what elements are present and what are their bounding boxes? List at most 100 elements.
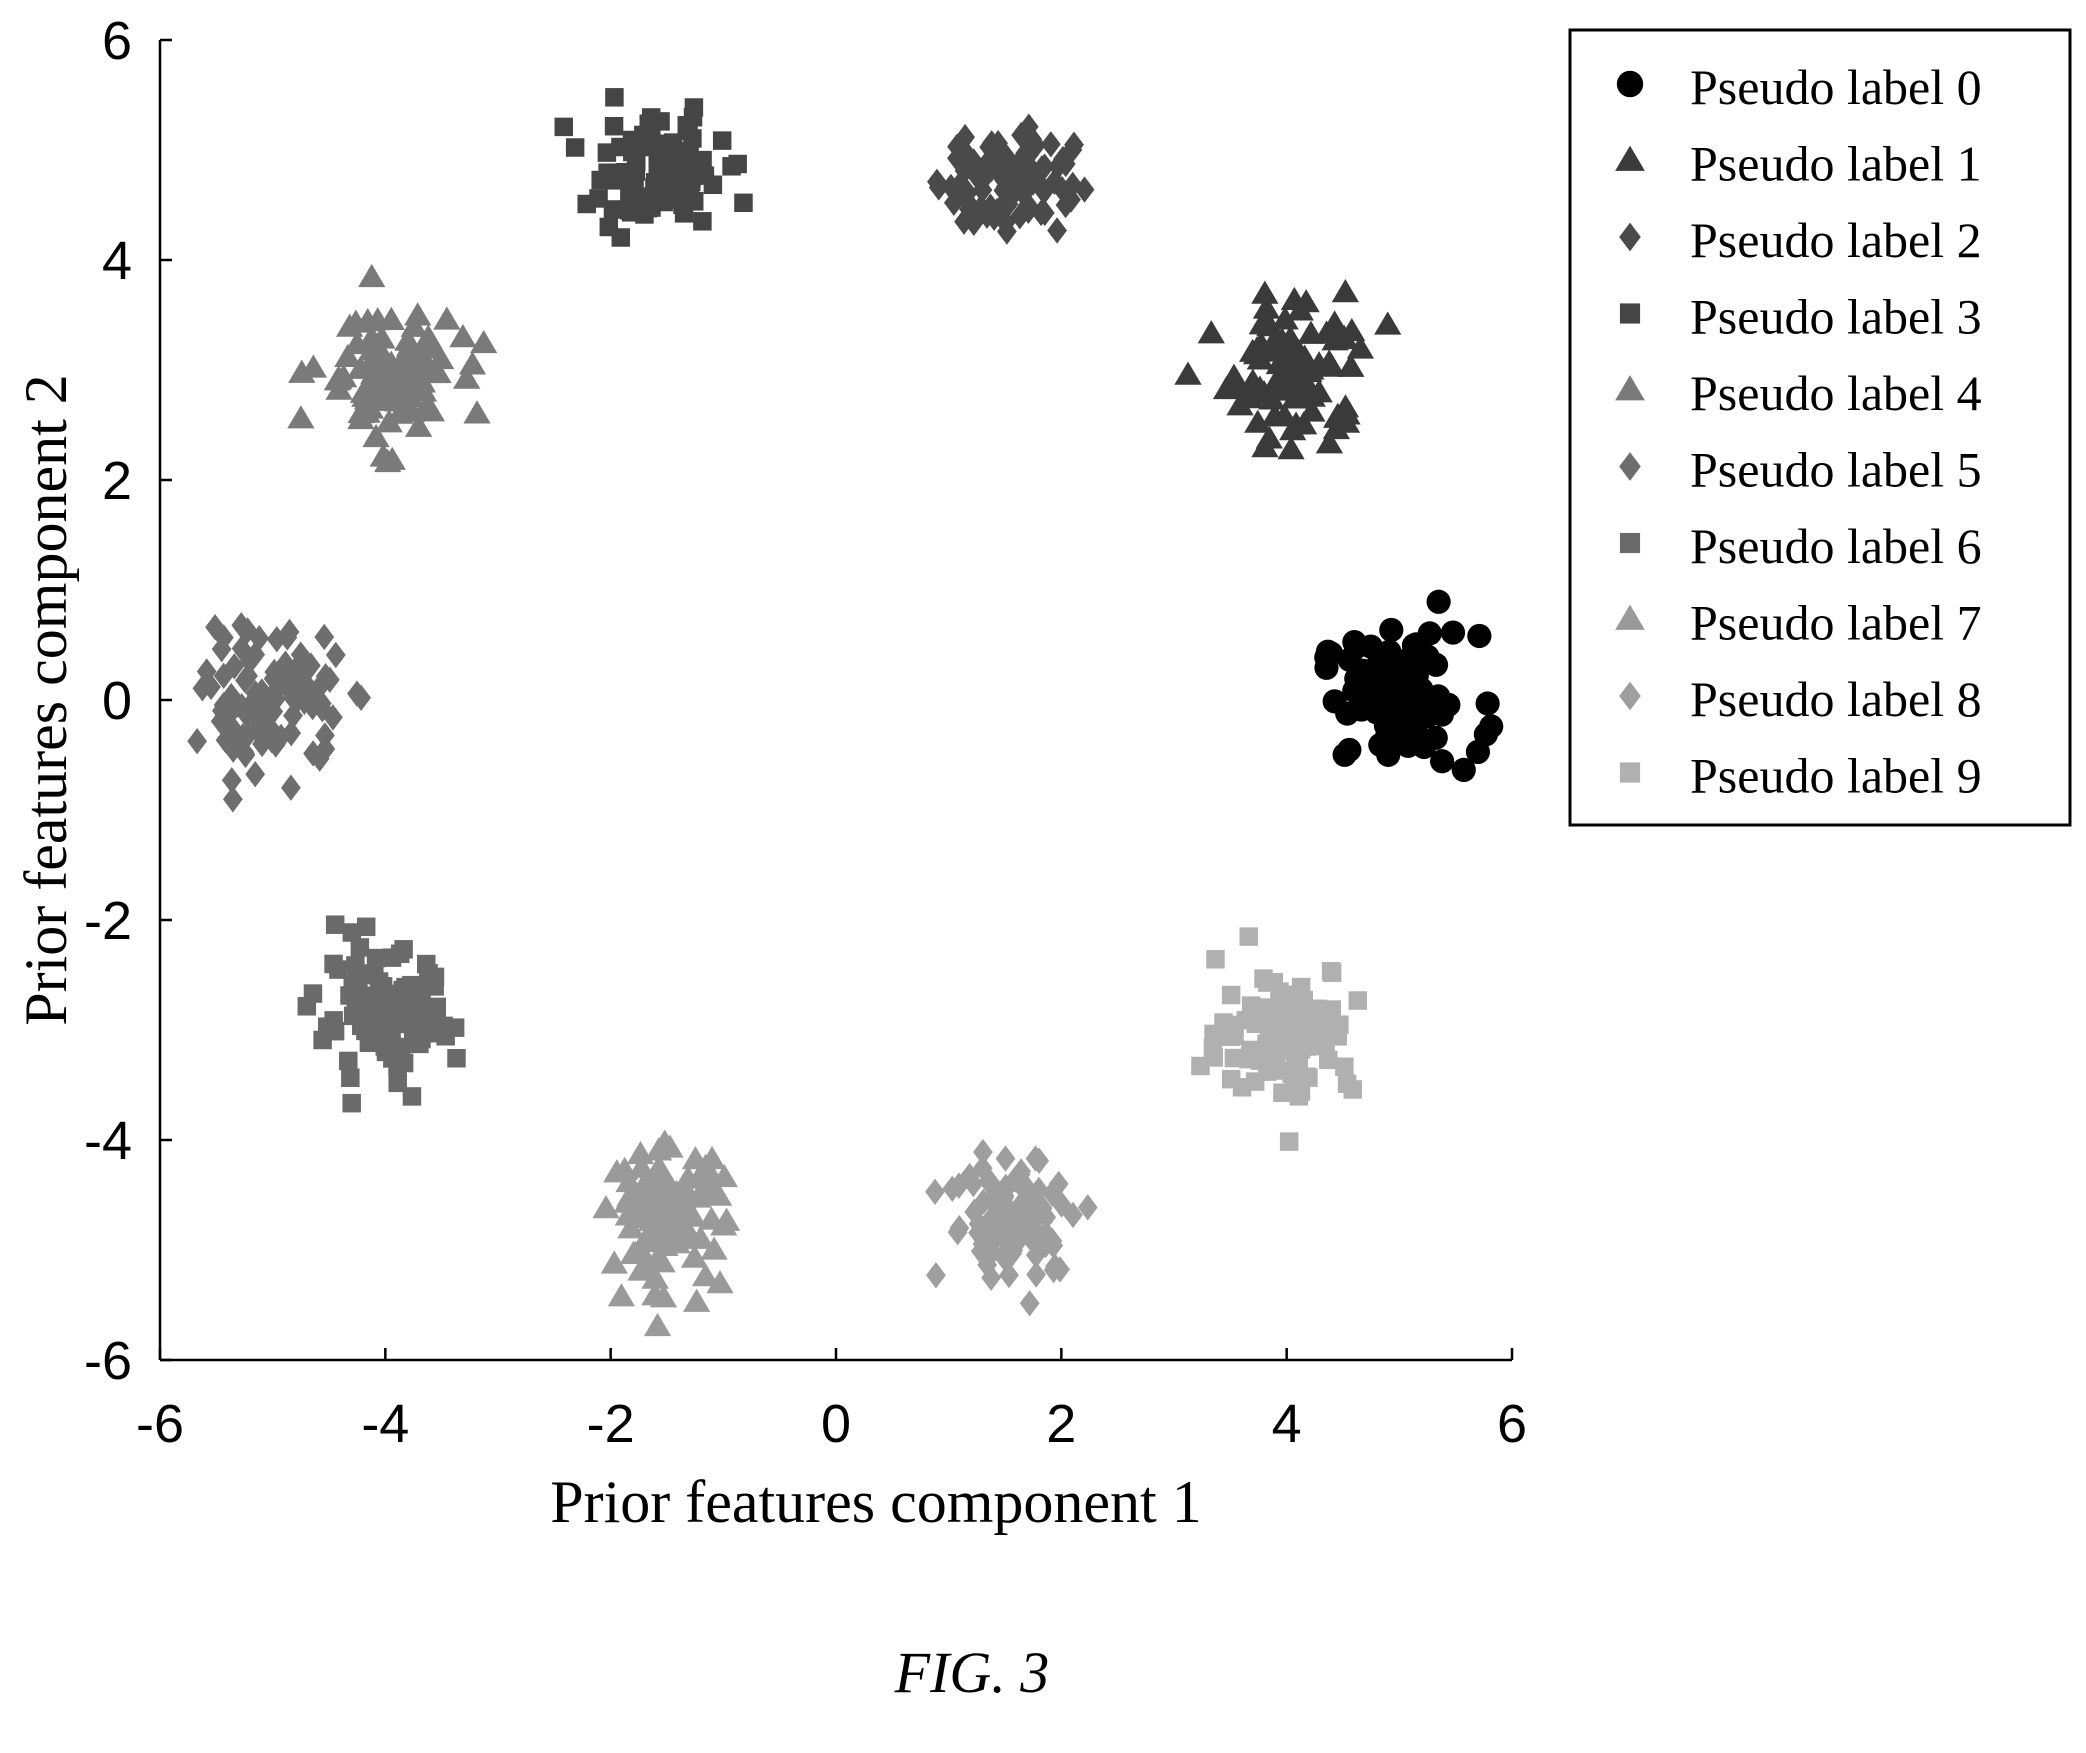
data-point	[394, 1053, 414, 1073]
data-point	[263, 698, 284, 725]
data-point	[1042, 1180, 1062, 1207]
data-point	[1270, 403, 1299, 427]
data-point	[1331, 279, 1360, 303]
data-point	[1036, 1204, 1057, 1231]
data-point	[213, 624, 234, 651]
data-point	[605, 88, 624, 107]
data-point	[627, 1154, 656, 1178]
data-point	[231, 635, 252, 662]
data-point	[418, 1020, 437, 1039]
legend-label-9: Pseudo label 9	[1690, 748, 1982, 804]
data-point	[1273, 343, 1301, 368]
data-point	[258, 714, 279, 741]
data-point	[237, 617, 258, 644]
data-point	[1261, 326, 1289, 350]
y-tick-label: -6	[84, 1331, 132, 1391]
data-point	[408, 990, 427, 1010]
data-point	[1224, 1048, 1244, 1068]
data-point	[350, 938, 370, 957]
data-point	[364, 307, 392, 331]
data-point	[235, 741, 256, 769]
legend-marker-8	[1619, 681, 1641, 711]
data-point	[652, 185, 671, 205]
data-point	[1451, 757, 1476, 783]
plot-area: -6 -4 -2 0 2 4 6 -6 -4 -2 0 2 4 6	[84, 11, 1527, 1454]
legend-marker-7	[1615, 604, 1645, 630]
data-point	[598, 163, 617, 182]
data-point	[1206, 950, 1225, 969]
data-point	[401, 975, 421, 995]
data-point	[425, 977, 444, 996]
data-point	[1174, 361, 1202, 385]
data-point	[1077, 1194, 1098, 1221]
data-point	[684, 98, 704, 117]
data-point	[1271, 306, 1299, 330]
series-2-points	[927, 113, 1095, 245]
data-point	[722, 157, 741, 176]
data-point	[366, 948, 386, 968]
data-point	[687, 1225, 715, 1249]
data-point	[651, 1129, 679, 1153]
data-point	[1019, 1290, 1040, 1317]
data-point	[266, 626, 287, 653]
data-point	[362, 423, 390, 448]
data-point	[633, 1204, 662, 1228]
data-point	[607, 1283, 636, 1307]
data-point	[705, 1182, 733, 1206]
data-point	[961, 153, 981, 180]
x-tick-label: -6	[136, 1394, 184, 1454]
data-point	[1265, 363, 1294, 387]
data-point	[1289, 999, 1309, 1019]
y-tick-label: 4	[102, 231, 132, 291]
data-point	[589, 189, 608, 208]
data-point	[1270, 377, 1298, 401]
data-point	[617, 1215, 645, 1239]
data-point	[403, 1022, 423, 1042]
legend-label-2: Pseudo label 2	[1690, 212, 1982, 268]
data-point	[621, 190, 640, 209]
data-point	[1379, 617, 1404, 643]
data-point	[224, 653, 245, 680]
data-point	[1388, 694, 1413, 720]
data-point	[201, 673, 221, 701]
data-point	[240, 691, 261, 718]
data-point	[643, 1312, 672, 1337]
data-point	[1321, 327, 1349, 351]
data-point	[1376, 742, 1401, 767]
data-markers	[187, 88, 1504, 1337]
data-point	[315, 663, 336, 690]
data-point	[1374, 311, 1402, 335]
data-point	[315, 722, 335, 749]
data-point	[400, 313, 428, 337]
legend-box	[1568, 28, 2072, 827]
data-point	[415, 335, 443, 359]
data-point	[311, 690, 332, 717]
data-point	[653, 1188, 682, 1212]
data-point	[275, 650, 296, 677]
data-point	[252, 730, 272, 758]
legend-label-1: Pseudo label 1	[1690, 136, 1982, 192]
x-tick-label: 6	[1497, 1394, 1527, 1454]
data-point	[968, 1219, 989, 1247]
series-4-points	[287, 263, 498, 473]
data-point	[712, 1207, 741, 1231]
data-point	[1465, 739, 1491, 765]
data-point	[1062, 136, 1083, 164]
data-point	[1270, 998, 1289, 1017]
data-point	[1011, 121, 1032, 149]
data-point	[299, 354, 328, 378]
data-point	[599, 217, 619, 237]
data-point	[245, 641, 266, 668]
data-point	[985, 143, 1006, 171]
y-ticks: -6 -4 -2 0 2 4 6	[84, 11, 172, 1391]
y-axis-title: Prior features component 2	[13, 374, 79, 1025]
data-point	[1348, 991, 1368, 1010]
legend-marker-6	[1619, 532, 1641, 554]
data-point	[405, 413, 433, 437]
data-point	[1337, 1074, 1357, 1093]
data-point	[223, 736, 244, 763]
data-point	[1197, 320, 1225, 344]
data-point	[314, 623, 335, 651]
data-point	[213, 662, 234, 690]
data-point	[235, 667, 255, 694]
